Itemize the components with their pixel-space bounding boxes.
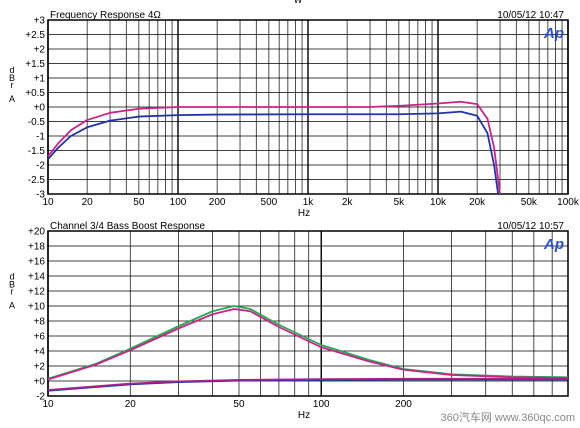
ap-logo: Ap: [543, 25, 564, 42]
y-tick-label: +3: [34, 16, 46, 27]
chart-timestamp: 10/05/12 10:57: [497, 221, 564, 232]
y-tick-label: +1.5: [25, 59, 45, 70]
y-tick-label: +14: [28, 272, 45, 283]
y-tick-label: +0: [34, 103, 46, 114]
top-caption: W: [294, 0, 303, 5]
x-tick-label: 10: [42, 197, 54, 208]
y-tick-label: +6: [34, 332, 46, 343]
y-tick-label: +8: [34, 317, 46, 328]
x-tick-label: 10: [42, 399, 54, 410]
y-axis-label: B: [9, 73, 15, 83]
plot-frame: [47, 19, 569, 195]
y-tick-label: +0.5: [25, 88, 45, 99]
x-tick-label: 50: [233, 399, 245, 410]
y-tick-label: +0: [34, 377, 46, 388]
series-line-1: [47, 110, 500, 195]
chart-timestamp: 10/05/12 10:47: [497, 10, 564, 21]
y-tick-label: +2: [34, 45, 46, 56]
y-axis-label: d: [9, 272, 14, 282]
y-tick-label: +20: [28, 227, 45, 238]
x-tick-label: 200: [395, 399, 412, 410]
y-tick-label: +2.5: [25, 30, 45, 41]
x-axis-label: Hz: [298, 410, 310, 421]
bass-boost-chart: +20 +18 +16 +14 +12 +10 +8 +6 +4 +2 +0 -210 20 50 100 2…: [9, 221, 569, 421]
y-tick-label: -0.5: [28, 117, 46, 128]
x-tick-label: 2k: [342, 197, 354, 208]
y-axis-label: B: [9, 280, 15, 290]
y-axis-label: r: [11, 287, 14, 297]
frequency-response-chart: +3+2.5+2+1.5+1+0.5+0-0.5-1-1.5-2-2.5-310…: [9, 10, 580, 219]
y-tick-label: +1: [34, 74, 46, 85]
y-tick-label: +18: [28, 242, 45, 253]
y-tick-label: +2: [34, 362, 46, 373]
x-axis-label: Hz: [298, 208, 310, 219]
chart-title: Frequency Response 4Ω: [50, 10, 161, 21]
ap-logo: Ap: [543, 236, 564, 253]
y-axis-label: A: [9, 94, 15, 104]
y-axis-label: A: [9, 301, 15, 311]
x-tick-label: 20: [125, 399, 137, 410]
x-tick-label: 200: [209, 197, 226, 208]
y-tick-label: +10: [28, 302, 45, 313]
x-tick-label: 500: [261, 197, 278, 208]
watermark-text: 360汽车网 www.360qc.com: [441, 410, 576, 424]
y-tick-label: -2: [36, 392, 45, 403]
x-tick-label: 10k: [430, 197, 447, 208]
y-tick-label: -1: [36, 132, 45, 143]
x-tick-label: 20k: [469, 197, 486, 208]
x-tick-label: 1k: [303, 197, 315, 208]
y-axis-label: r: [11, 80, 14, 90]
series-line-1: [47, 308, 569, 381]
plot-area: [48, 231, 568, 396]
y-tick-label: +12: [28, 287, 45, 298]
x-tick-label: 100k: [557, 197, 580, 208]
series-line-3: [47, 377, 568, 391]
series-line-0: [47, 100, 501, 195]
y-tick-label: +16: [28, 257, 45, 268]
x-tick-label: 50: [133, 197, 145, 208]
y-tick-label: -3: [36, 190, 45, 201]
y-tick-label: +4: [34, 347, 46, 358]
x-tick-label: 5k: [394, 197, 406, 208]
x-tick-label: 20: [82, 197, 94, 208]
x-tick-label: 100: [170, 197, 187, 208]
chart-title: Channel 3/4 Bass Boost Response: [50, 221, 206, 232]
x-tick-label: 100: [313, 399, 330, 410]
y-axis-label: d: [9, 65, 14, 75]
y-tick-label: -1.5: [28, 146, 46, 157]
y-tick-label: -2.5: [28, 175, 46, 186]
y-tick-label: -2: [36, 161, 45, 172]
plot-frame: [47, 230, 569, 397]
x-tick-label: 50k: [521, 197, 538, 208]
